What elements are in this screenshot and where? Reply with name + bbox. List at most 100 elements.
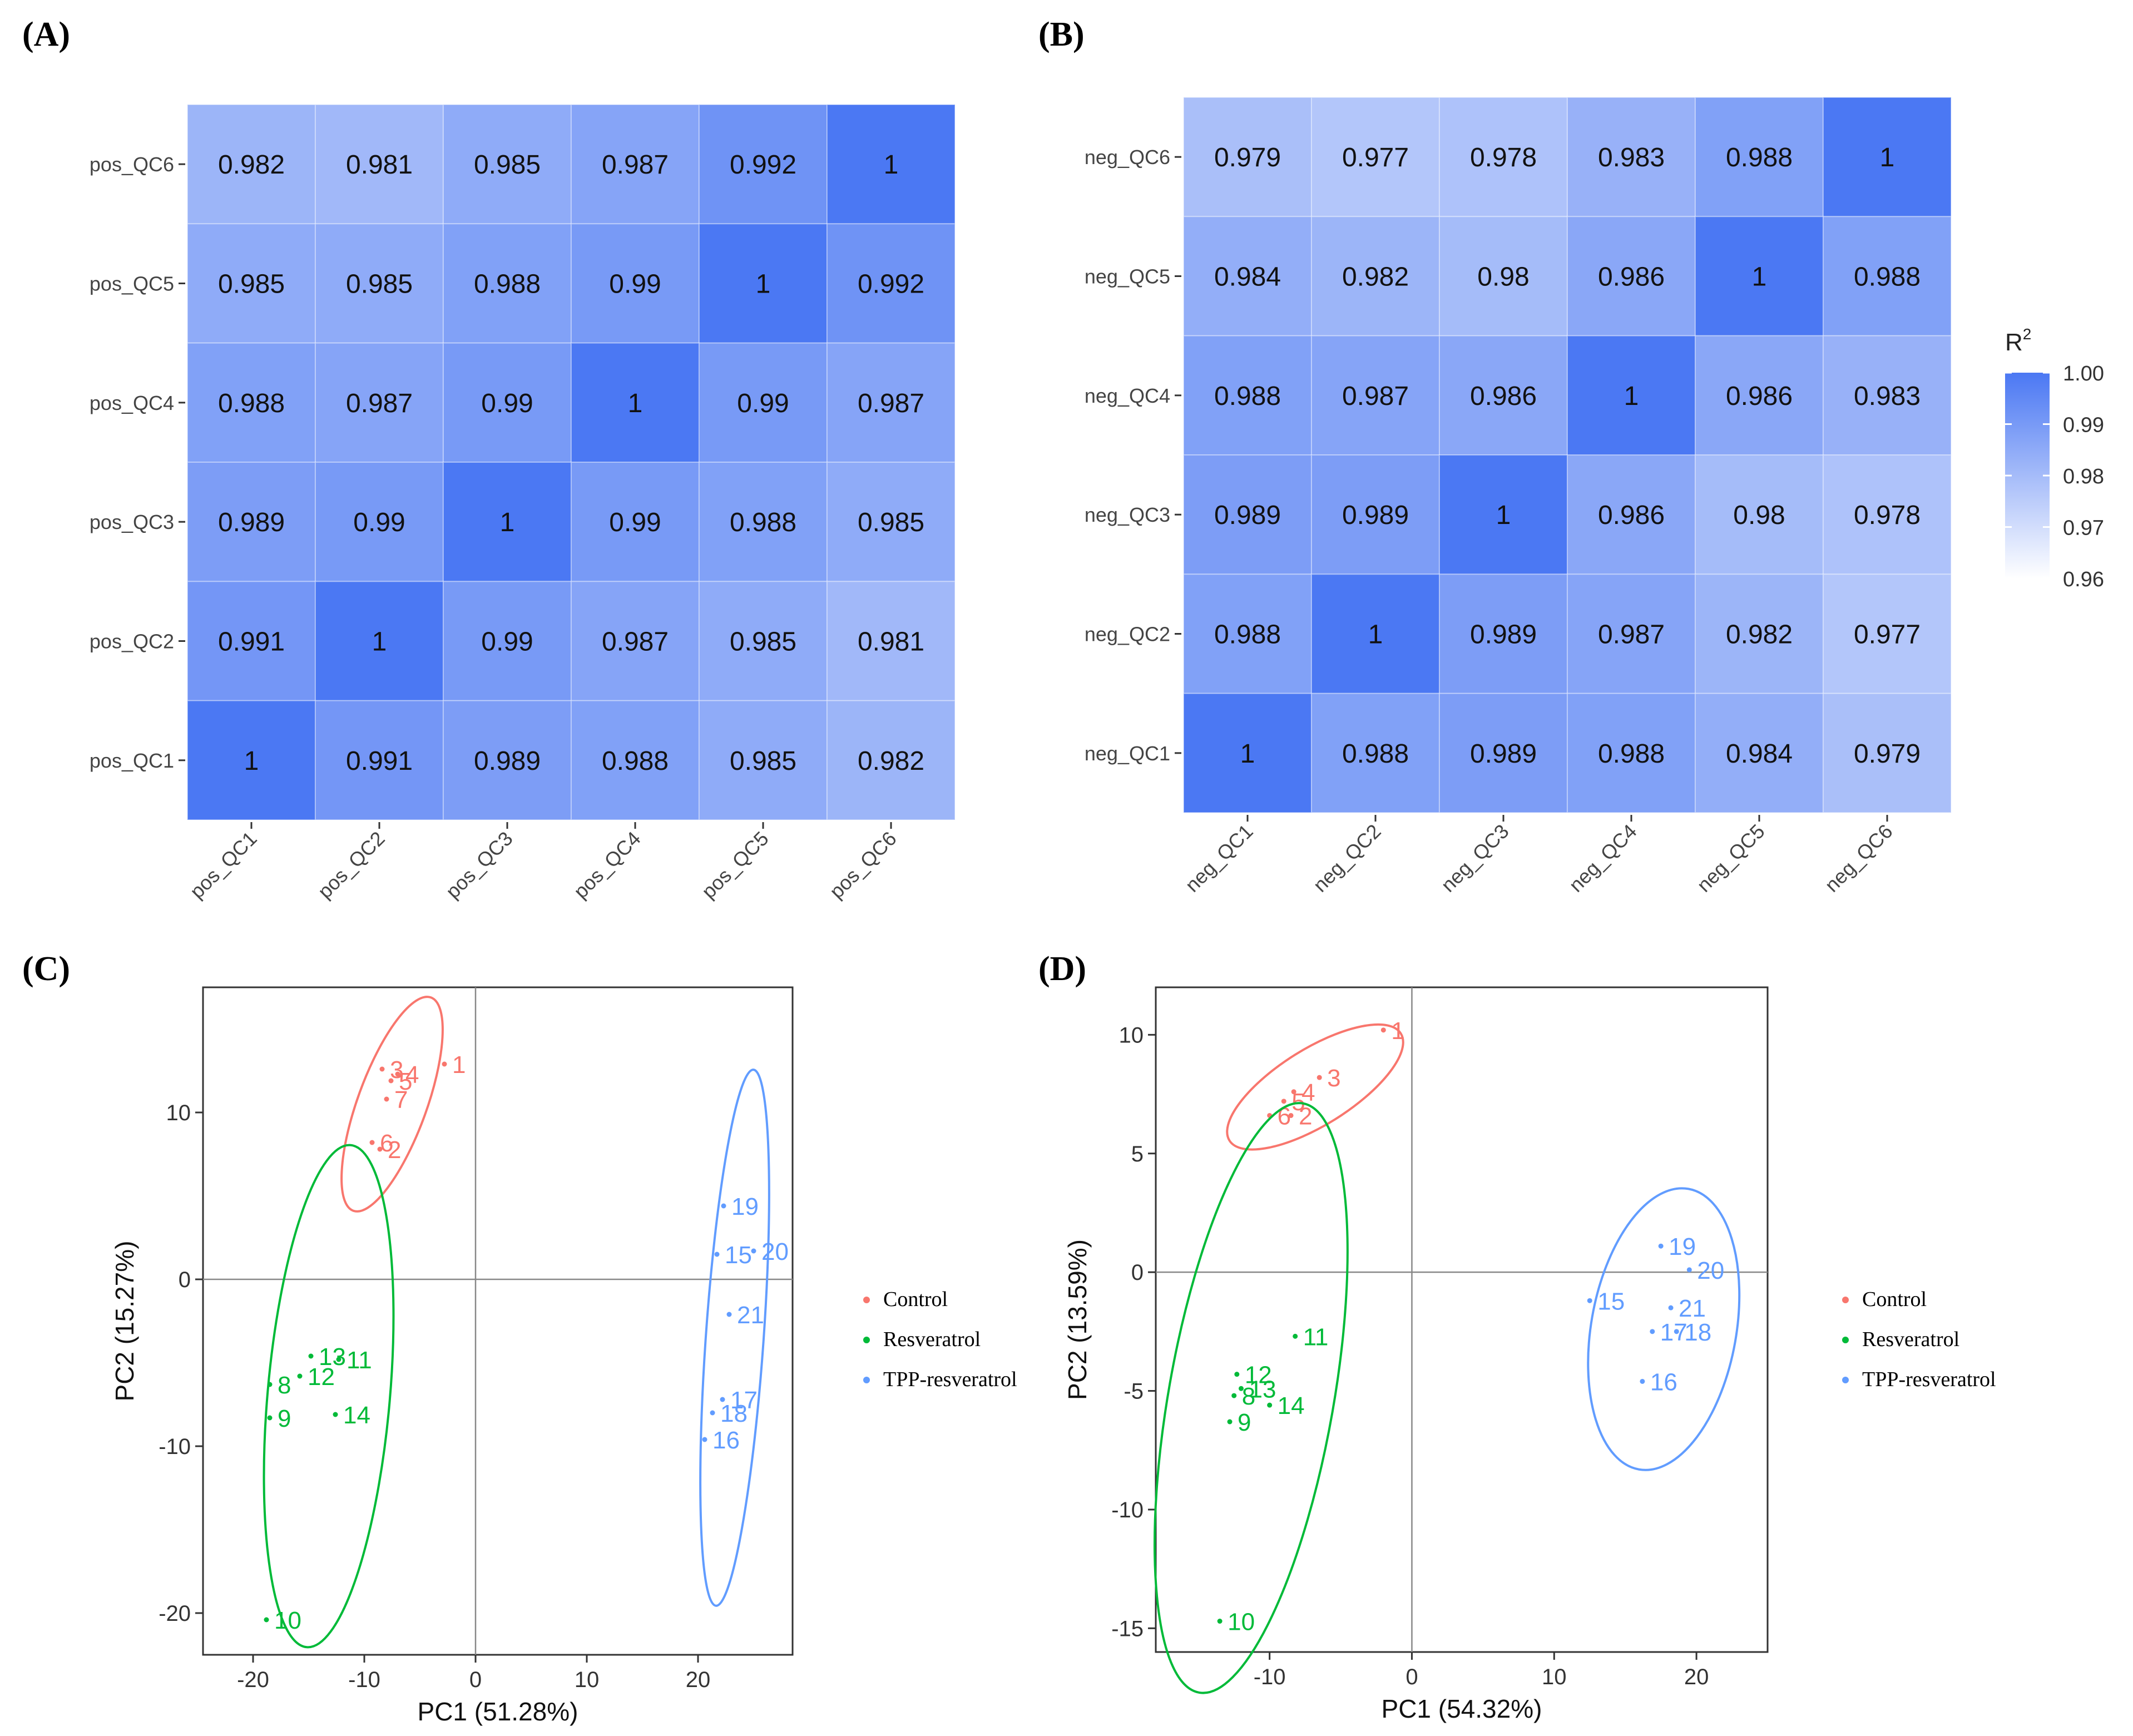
point-label: 10 [274,1607,301,1634]
scatter-point [1686,1267,1692,1273]
heatmap-cell [1567,216,1696,337]
heatmap-cell-value: 0.987 [346,389,413,418]
point-label: 14 [343,1402,370,1429]
heatmap-cell [1567,573,1696,694]
point-label: 7 [394,1086,408,1114]
y-tick-label: 10 [1119,1023,1144,1047]
x-tick-label: pos_QC1 [185,827,261,903]
y-tick-label: pos_QC2 [90,630,174,653]
confidence-ellipse-resveratrol [1153,1102,1349,1694]
heatmap-cell-value: 0.981 [858,627,924,657]
heatmap-cell [315,223,444,344]
y-tick-label: pos_QC5 [90,273,174,295]
heatmap-cell [1439,216,1568,337]
y-tick-label: -10 [159,1435,191,1459]
y-tick-label: 0 [179,1268,191,1292]
scatter-point [442,1061,447,1067]
legend-key [863,1297,870,1303]
heatmap-cell-value: 0.99 [609,508,661,537]
panel-label-d: (D) [1038,950,1086,988]
point-label: 15 [725,1242,752,1269]
point-label: 8 [278,1372,291,1399]
heatmap-cell [1567,693,1696,813]
confidence-ellipse-resveratrol [263,1144,395,1649]
heatmap-cell-value: 0.98 [1733,501,1785,530]
y-axis-title: PC2 (13.59%) [1063,1239,1092,1400]
scatter-point [1658,1243,1664,1249]
heatmap-cell-value: 0.989 [1342,501,1409,530]
scatter-point [388,1078,394,1084]
heatmap-cell-value: 0.983 [1854,382,1921,411]
y-tick-label: -5 [1124,1379,1144,1404]
heatmap-cell-value: 0.982 [1342,263,1409,292]
scatter-point [297,1373,303,1379]
heatmap-cell [699,342,828,463]
heatmap-cell-value: 0.986 [1470,382,1537,411]
heatmap-cell [571,700,700,820]
scatter-point [721,1203,726,1209]
legend-label: TPP-resveratrol [883,1368,1017,1391]
y-axis-title: PC2 (15.27%) [110,1241,139,1402]
x-tick-label: pos_QC3 [441,827,517,903]
heatmap-cell [1311,216,1440,337]
heatmap-cell-value: 0.986 [1598,263,1665,292]
heatmap-cell-value: 1 [1496,501,1511,530]
y-tick-label: neg_QC4 [1085,384,1170,407]
scatter-point [264,1617,269,1623]
point-label: 14 [1278,1392,1305,1420]
heatmap-cell [1823,693,1952,813]
point-label: 13 [319,1343,346,1371]
heatmap-cell [699,104,828,225]
heatmap-cell-value: 0.99 [481,627,533,657]
point-label: 16 [1650,1368,1677,1396]
heatmap-cell [187,104,316,225]
heatmap-cell [315,462,444,582]
scatter-point [1293,1333,1298,1339]
heatmap-cell-value: 0.985 [474,150,541,180]
x-tick-label: pos_QC5 [697,827,773,903]
x-tick-label: 20 [686,1668,711,1692]
colorbar-tick-label: 0.99 [2063,414,2104,437]
y-tick-label: neg_QC6 [1085,146,1170,169]
scatter-point [267,1382,273,1387]
point-label: 5 [399,1068,412,1095]
x-tick-label: neg_QC2 [1309,820,1385,897]
heatmap-cell-value: 1 [1752,263,1767,292]
point-label: 6 [380,1130,393,1157]
y-tick-label: 10 [166,1101,191,1125]
scatter-point [726,1312,732,1317]
heatmap-cell-value: 0.988 [1214,382,1281,411]
y-tick-label: pos_QC3 [90,511,174,533]
heatmap-cell-value: 1 [500,508,515,537]
scatter-point [369,1140,375,1145]
panel-label-b: (B) [1038,16,1085,53]
heatmap-cell [1183,693,1312,813]
x-tick-label: -20 [237,1668,269,1692]
confidence-ellipse-tpp-resveratrol [699,1069,770,1607]
heatmap-cell [1695,97,1824,217]
heatmap-cell-value: 1 [1240,739,1255,769]
heatmap-cell-value: 0.988 [1342,739,1409,769]
scatter-point [395,1071,400,1077]
heatmap-cell [1567,97,1696,217]
scatter-point [1674,1329,1679,1334]
legend-key [1842,1377,1849,1383]
point-label: 19 [1669,1233,1696,1260]
heatmap-cell-value: 0.988 [730,508,796,537]
heatmap-cell-value: 0.988 [1726,143,1793,172]
heatmap-cell-value: 0.989 [1470,739,1537,769]
scatter-point [1281,1099,1286,1104]
scatter-point [1640,1378,1645,1384]
point-label: 21 [737,1302,764,1329]
heatmap-cell-value: 0.985 [218,270,285,299]
heatmap-cell [187,462,316,582]
x-tick-label: 20 [1684,1665,1709,1689]
x-tick-label: 0 [469,1668,482,1692]
y-tick-label: neg_QC3 [1085,503,1170,526]
legend-key [1842,1337,1849,1343]
heatmap-cell [827,223,956,344]
heatmap-cell [827,342,956,463]
scatter-point [1238,1386,1244,1391]
heatmap-cell-value: 0.989 [218,508,285,537]
heatmap-cell-value: 0.987 [1598,620,1665,650]
